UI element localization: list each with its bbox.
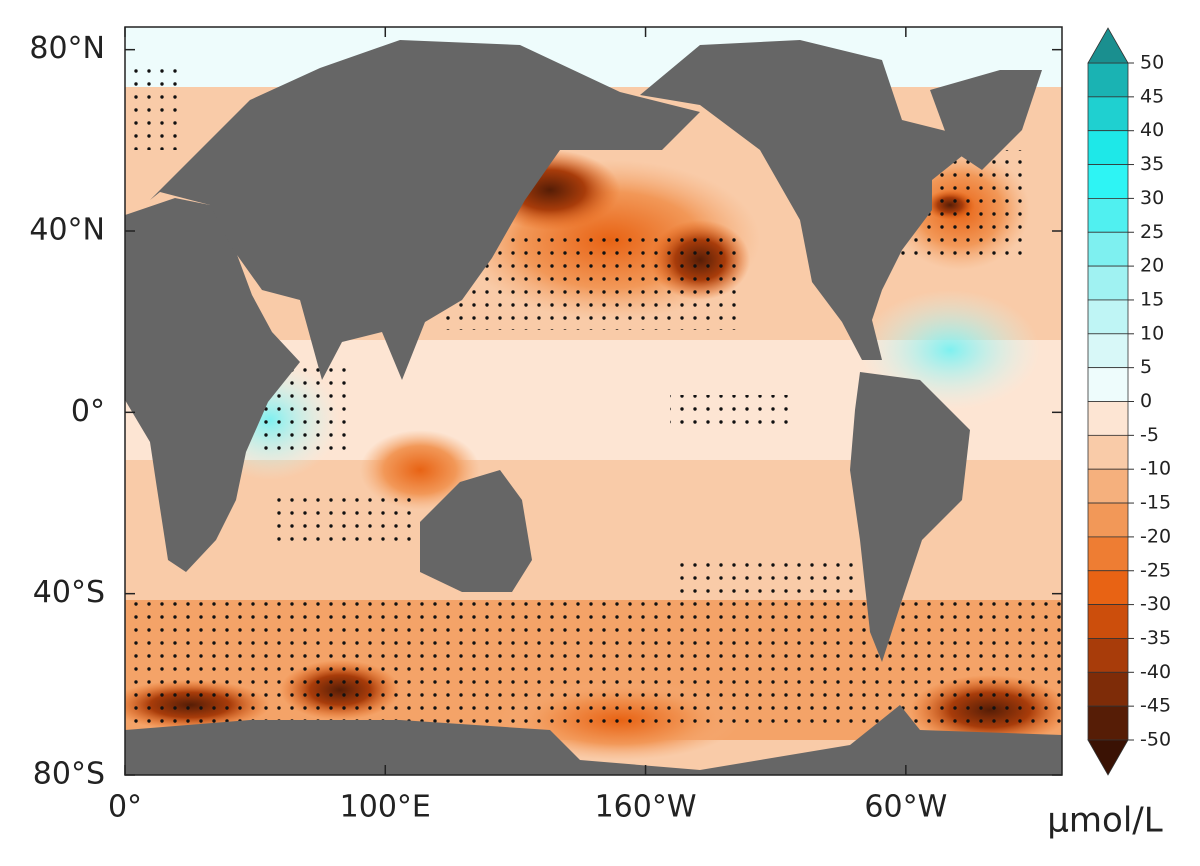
- colorbar-tick-label: 5: [1140, 356, 1152, 378]
- lat-tick-label: 40°S: [33, 575, 105, 610]
- colorbar-tick-label: 30: [1140, 187, 1164, 209]
- colorbar-segment: [1087, 299, 1129, 335]
- colorbar-segment: [1087, 536, 1129, 572]
- lon-tick-label: 160°W: [595, 790, 697, 825]
- colorbar-tick-label: -50: [1140, 729, 1171, 751]
- colorbar-segment: [1087, 401, 1129, 436]
- colorbar-tick-label: 45: [1140, 85, 1164, 107]
- colorbar-tick-label: 35: [1140, 153, 1164, 175]
- colorbar-tick-label: 25: [1140, 221, 1164, 243]
- colorbar-extend-high: [1087, 27, 1129, 64]
- colorbar-tick-label: 0: [1140, 390, 1152, 412]
- colorbar-segment: [1087, 638, 1129, 673]
- colorbar-segment: [1087, 502, 1129, 538]
- colorbar-segment: [1087, 604, 1129, 639]
- colorbar-tick-label: -20: [1140, 525, 1171, 547]
- colorbar-segment: [1087, 468, 1129, 504]
- colorbar-tick-label: -10: [1140, 458, 1171, 480]
- colorbar-segment: [1087, 367, 1129, 402]
- lat-tick-label: 80°S: [33, 757, 105, 792]
- colorbar-tick-label: -15: [1140, 492, 1171, 514]
- lon-tick-label: 60°W: [864, 790, 947, 825]
- colorbar-segment: [1087, 333, 1129, 369]
- colorbar-segment: [1087, 705, 1129, 741]
- colorbar-tick-label: 20: [1140, 255, 1164, 277]
- colorbar-extend-low: [1087, 739, 1129, 776]
- colorbar-segment: [1087, 62, 1129, 98]
- colorbar-tick-label: -5: [1140, 424, 1159, 446]
- map-frame: [124, 26, 1063, 776]
- colorbar-tick-label: -25: [1140, 559, 1171, 581]
- colorbar-tick-label: 10: [1140, 322, 1164, 344]
- colorbar-unit: μmol/L: [1047, 801, 1162, 841]
- colorbar-segment: [1087, 96, 1129, 132]
- colorbar-segment: [1087, 265, 1129, 301]
- lon-tick-label: 0°: [108, 790, 142, 825]
- colorbar-segment: [1087, 130, 1129, 165]
- colorbar-tick-label: -35: [1140, 627, 1171, 649]
- colorbar-segment: [1087, 434, 1129, 470]
- colorbar-tick-label: -45: [1140, 695, 1171, 717]
- colorbar-segment: [1087, 570, 1129, 605]
- colorbar-segment: [1087, 231, 1129, 267]
- lat-tick-label: 0°: [71, 394, 105, 429]
- map-field: [125, 27, 1062, 775]
- colorbar-tick-label: 40: [1140, 119, 1164, 141]
- colorbar-segment: [1087, 164, 1129, 199]
- colorbar-tick-label: -30: [1140, 593, 1171, 615]
- colorbar-tick-label: -40: [1140, 661, 1171, 683]
- colorbar-segment: [1087, 197, 1129, 233]
- lon-tick-label: 100°E: [340, 790, 431, 825]
- colorbar-tick-label: 15: [1140, 288, 1164, 310]
- lat-tick-label: 40°N: [29, 213, 105, 248]
- colorbar-segment: [1087, 671, 1129, 707]
- colorbar-tick-label: 50: [1140, 52, 1164, 74]
- lat-tick-label: 80°N: [29, 31, 105, 66]
